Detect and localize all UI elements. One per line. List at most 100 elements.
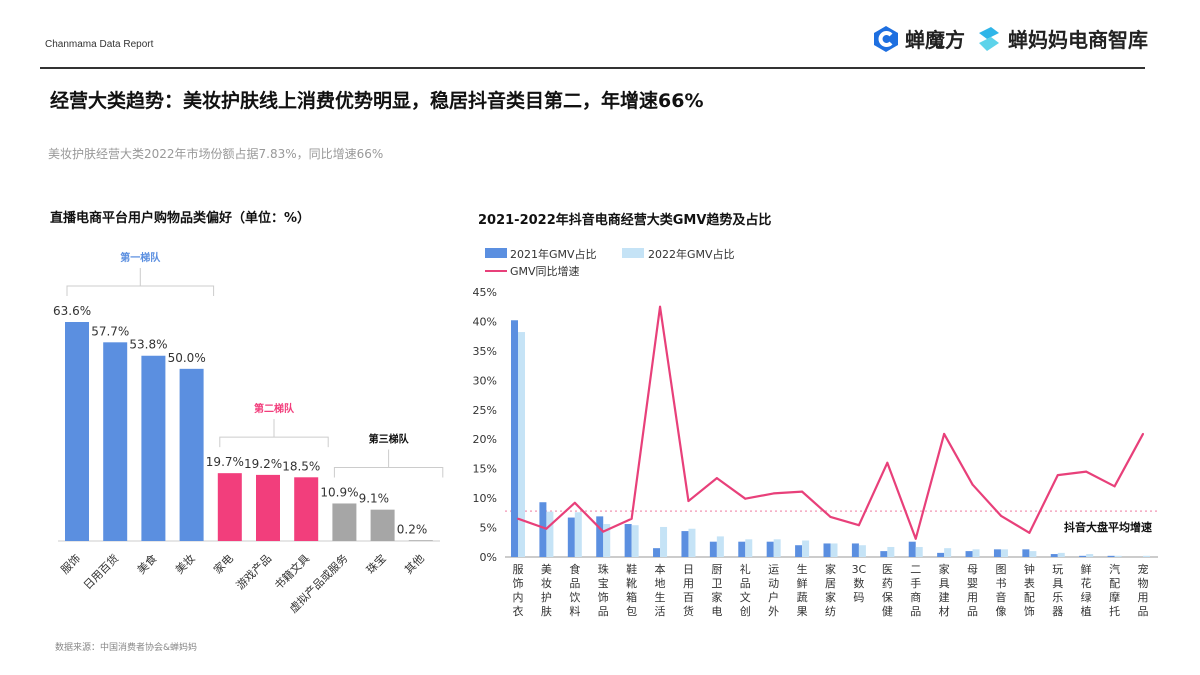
x-label-char: 手 bbox=[910, 576, 921, 590]
y-tick-label: 10% bbox=[473, 492, 497, 505]
x-label-char: 地 bbox=[655, 577, 666, 590]
x-label-char: 鲜 bbox=[1081, 562, 1092, 576]
x-label-char: 护 bbox=[541, 590, 552, 604]
x-label-char: 乐 bbox=[1052, 591, 1063, 604]
growth-point bbox=[857, 524, 860, 527]
x-label-char: 具 bbox=[1052, 577, 1063, 590]
bar-虚拟产品或服务 bbox=[332, 503, 357, 541]
x-label: 食品饮料 bbox=[569, 562, 580, 618]
bar-2022-生鲜蔬果 bbox=[802, 540, 810, 557]
x-label-char: 汽 bbox=[1109, 562, 1120, 576]
bar-2022-玩具乐器 bbox=[1057, 552, 1065, 557]
x-label-char: 健 bbox=[882, 605, 893, 618]
bar-2021-母婴用品 bbox=[965, 551, 973, 557]
x-label-char: 3C bbox=[852, 563, 867, 576]
x-label-char: 饰 bbox=[1024, 604, 1035, 618]
x-label: 钟表配饰 bbox=[1024, 562, 1035, 618]
x-label: 礼品文创 bbox=[740, 562, 751, 618]
chanmama-logo-icon bbox=[979, 26, 999, 51]
bar-2021-珠宝饰品 bbox=[596, 516, 604, 557]
x-label-char: 厨 bbox=[711, 563, 722, 576]
bar-2021-食品饮料 bbox=[567, 517, 575, 557]
x-label-char: 婴 bbox=[967, 577, 978, 590]
x-label-char: 鞋 bbox=[626, 562, 637, 576]
bar-2021-家具建材 bbox=[937, 552, 945, 557]
bar-服饰 bbox=[65, 322, 89, 541]
x-label: 生鲜蔬果 bbox=[797, 562, 808, 618]
data-label: 50.0% bbox=[168, 351, 206, 365]
x-label-char: 饰 bbox=[598, 590, 609, 604]
x-label-char: 物 bbox=[1138, 576, 1149, 590]
legend-2022: 2022年GMV占比 bbox=[648, 247, 735, 261]
bar-2021-本地生活 bbox=[653, 548, 661, 557]
average-growth-label: 抖音大盘平均增速 bbox=[1064, 520, 1152, 534]
legend-2021: 2021年GMV占比 bbox=[510, 247, 597, 261]
x-label-char: 码 bbox=[853, 591, 864, 604]
growth-point bbox=[573, 501, 576, 504]
x-label-char: 家 bbox=[711, 590, 722, 604]
x-label-char: 配 bbox=[1109, 577, 1120, 590]
x-label-char: 生 bbox=[655, 590, 666, 604]
growth-point bbox=[602, 530, 605, 533]
x-label-char: 日 bbox=[683, 563, 694, 576]
x-label-char: 医 bbox=[882, 563, 893, 576]
page-title: 经营大类趋势：美妆护肤线上消费优势明显，稳居抖音类目第二，年增速66% bbox=[50, 90, 704, 112]
x-label: 家电 bbox=[210, 551, 235, 576]
x-label-char: 活 bbox=[655, 605, 666, 618]
growth-point bbox=[914, 537, 917, 540]
x-label-char: 鲜 bbox=[797, 576, 808, 590]
x-label-char: 料 bbox=[569, 604, 580, 618]
x-label: 其他 bbox=[402, 552, 427, 577]
x-label-char: 品 bbox=[967, 605, 978, 618]
chanmama-logo: 蝉妈妈电商智库 bbox=[975, 24, 1148, 53]
growth-line bbox=[517, 305, 1144, 540]
x-label-char: 品 bbox=[598, 605, 609, 618]
x-label-char: 宝 bbox=[598, 576, 609, 590]
growth-point bbox=[1056, 474, 1059, 477]
header-divider bbox=[40, 67, 1145, 69]
right-chart-title: 2021-2022年抖音电商经营大类GMV趋势及占比 bbox=[478, 212, 771, 228]
x-label-char: 家 bbox=[825, 562, 836, 576]
x-label-char: 用 bbox=[967, 591, 978, 604]
growth-point bbox=[744, 497, 747, 500]
x-label-char: 品 bbox=[910, 605, 921, 618]
bar-2022-本地生活 bbox=[660, 526, 668, 557]
left-chart-title: 直播电商平台用户购物品类偏好（单位：%） bbox=[50, 210, 310, 226]
data-label: 0.2% bbox=[397, 522, 428, 536]
x-label-char: 珠 bbox=[598, 562, 609, 576]
bar-2022-宠物用品 bbox=[1143, 555, 1150, 557]
x-label-char: 音 bbox=[995, 590, 1006, 604]
bar-2022-鞋靴箱包 bbox=[631, 525, 639, 557]
x-label-char: 靴 bbox=[626, 576, 637, 590]
bar-2021-二手商品 bbox=[908, 541, 916, 557]
bar-其他 bbox=[408, 540, 433, 541]
x-label-char: 动 bbox=[768, 577, 779, 590]
x-label: 本地生活 bbox=[655, 562, 666, 618]
page-subtitle: 美妆护肤经营大类2022年市场份额占据7.83%，同比增速66% bbox=[48, 147, 384, 161]
x-label-char: 衣 bbox=[513, 604, 524, 618]
x-label: 服饰内衣 bbox=[513, 563, 524, 618]
legend: 2021年GMV占比 2022年GMV占比 GMV同比增速 bbox=[485, 247, 735, 278]
x-label: 图书音像 bbox=[995, 563, 1006, 618]
bar-2021-礼品文创 bbox=[738, 541, 746, 557]
x-label-char: 内 bbox=[513, 590, 524, 604]
growth-point bbox=[772, 492, 775, 495]
group-bracket bbox=[333, 449, 444, 478]
y-tick-label: 45% bbox=[473, 286, 497, 299]
report-label: Chanmama Data Report bbox=[45, 39, 154, 50]
x-label-char: 饰 bbox=[513, 576, 524, 590]
x-label: 美食 bbox=[134, 551, 159, 576]
left-chart: 63.6% 服饰 57.7% 日用百货 53.8% 美食 50.0% 美妆 19.7% 家电 19.… bbox=[53, 251, 444, 616]
data-label: 53.8% bbox=[129, 338, 167, 352]
bar-2021-美妆护肤 bbox=[539, 502, 547, 557]
x-label-char: 母 bbox=[967, 563, 978, 576]
bar-2021-厨卫家电 bbox=[709, 541, 717, 557]
growth-point bbox=[1085, 470, 1088, 473]
x-label-char: 书 bbox=[995, 577, 1006, 590]
bar-游戏产品 bbox=[256, 474, 280, 541]
group-bracket bbox=[66, 268, 215, 296]
growth-point bbox=[886, 461, 889, 464]
logos: 蝉魔方 蝉妈妈电商智库 bbox=[872, 24, 1148, 53]
bar-2021-运动户外 bbox=[766, 541, 774, 557]
bar-2021-日用百货 bbox=[681, 531, 689, 557]
